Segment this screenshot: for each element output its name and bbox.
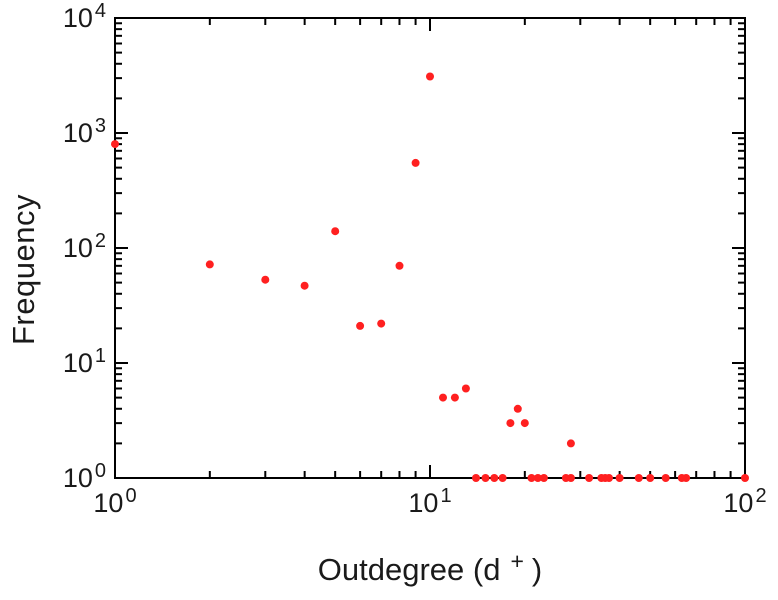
data-point xyxy=(377,319,386,328)
tick-base: 10 xyxy=(62,463,93,493)
tick-exponent: 1 xyxy=(440,485,452,507)
plot-frame xyxy=(114,17,746,479)
data-point xyxy=(527,474,536,482)
data-point xyxy=(506,419,515,428)
data-point xyxy=(411,158,420,167)
data-point xyxy=(461,384,470,393)
data-point xyxy=(331,227,340,236)
x-axis-label-close: ) xyxy=(531,552,543,587)
data-point xyxy=(395,261,404,270)
tick-base: 10 xyxy=(408,488,439,518)
tick-exponent: 0 xyxy=(94,460,106,482)
data-point xyxy=(566,439,575,448)
x-tick-label: 10 0 xyxy=(93,485,137,522)
data-point xyxy=(646,474,655,482)
data-point xyxy=(426,72,434,81)
data-point xyxy=(498,474,507,482)
data-point xyxy=(566,474,575,482)
tick-base: 10 xyxy=(723,488,754,518)
x-axis-label-text: Outdegree (d xyxy=(317,552,501,587)
data-point xyxy=(520,419,529,428)
data-point xyxy=(356,321,365,330)
tick-base: 10 xyxy=(62,348,93,378)
x-tick-label: 10 1 xyxy=(408,485,452,522)
y-tick-label: 10 2 xyxy=(0,230,106,267)
y-tick-label: 10 1 xyxy=(0,345,106,382)
data-point xyxy=(261,275,270,284)
tick-base: 10 xyxy=(93,488,124,518)
data-point xyxy=(741,474,749,482)
x-tick-label: 10 2 xyxy=(723,485,767,522)
data-point xyxy=(615,474,624,482)
data-point xyxy=(439,393,447,402)
data-point xyxy=(300,281,309,290)
y-tick-label: 10 3 xyxy=(0,115,106,152)
data-point xyxy=(661,474,670,482)
data-point xyxy=(472,474,480,482)
tick-exponent: 2 xyxy=(755,485,767,507)
data-point xyxy=(539,474,548,482)
data-point xyxy=(111,140,119,149)
data-point xyxy=(605,474,613,482)
y-tick-label: 10 4 xyxy=(0,0,106,37)
data-point xyxy=(513,404,522,413)
data-point xyxy=(490,474,499,482)
tick-exponent: 2 xyxy=(94,230,106,252)
x-axis-label-superscript: + xyxy=(510,547,524,574)
tick-exponent: 4 xyxy=(94,0,106,22)
y-tick-label: 10 0 xyxy=(0,460,106,497)
tick-base: 10 xyxy=(62,233,93,263)
y-axis-label: Frequency xyxy=(6,194,41,345)
tick-exponent: 1 xyxy=(94,345,106,367)
data-point xyxy=(481,474,490,482)
x-axis-label: Outdegree (d +) xyxy=(115,548,745,588)
data-point xyxy=(682,474,691,482)
tick-exponent: 3 xyxy=(94,115,106,137)
data-point xyxy=(205,260,214,269)
tick-base: 10 xyxy=(62,118,93,148)
tick-exponent: 0 xyxy=(125,485,137,507)
data-point xyxy=(450,393,459,402)
data-point xyxy=(585,474,594,482)
tick-base: 10 xyxy=(62,3,93,33)
data-point xyxy=(533,474,542,482)
data-point xyxy=(634,474,643,482)
